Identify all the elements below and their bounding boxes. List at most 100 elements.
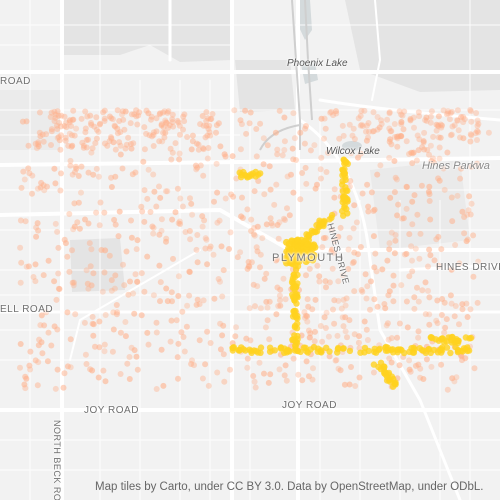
heat-dot [290, 336, 297, 343]
heat-dot [161, 108, 168, 115]
heat-dot [113, 302, 120, 308]
heat-dot [472, 130, 479, 137]
heat-dot [428, 158, 435, 165]
heat-dot [454, 117, 461, 124]
heat-dot [175, 375, 181, 382]
heat-dot [344, 210, 351, 217]
heat-dot [211, 295, 218, 302]
heat-dot [69, 171, 76, 178]
heat-dot [134, 237, 141, 244]
heat-dot [131, 347, 138, 354]
heat-dot [58, 123, 64, 130]
heat-dot [277, 302, 284, 309]
heat-dot [371, 348, 378, 356]
heat-dot [108, 135, 115, 142]
heat-dot [297, 196, 304, 203]
heat-dot [193, 301, 200, 308]
heat-dot [257, 251, 264, 258]
heat-dot [120, 116, 127, 123]
heat-dot [82, 108, 89, 115]
heat-dot [243, 130, 250, 137]
heat-dot [407, 116, 414, 122]
heat-dot [40, 272, 47, 279]
heat-dot [38, 179, 45, 186]
heat-dot [388, 359, 395, 366]
heat-dot [277, 297, 283, 304]
heat-dot [256, 359, 263, 366]
heat-dot [386, 125, 393, 132]
heat-dot [350, 225, 357, 232]
heat-dot [371, 264, 378, 271]
heat-dot [318, 154, 325, 161]
heat-dot [282, 296, 289, 303]
heat-dot [346, 234, 353, 241]
heat-dot [229, 153, 236, 160]
heat-dot [64, 253, 71, 260]
heat-dot [186, 269, 193, 275]
heat-dot [215, 276, 222, 282]
heat-dot [443, 316, 450, 323]
heat-dot [317, 323, 324, 329]
heat-dot [39, 350, 46, 357]
heat-dot [348, 364, 354, 370]
heat-dot [293, 325, 301, 332]
heat-dot [427, 142, 434, 149]
heat-dot [100, 367, 107, 374]
heat-dot [409, 160, 416, 167]
heat-dot [122, 319, 129, 325]
heat-dot [166, 122, 173, 129]
heat-dot [364, 283, 371, 290]
heat-dot [117, 329, 124, 336]
heat-dot [409, 198, 416, 205]
heat-dot [27, 366, 34, 373]
heat-dot [56, 286, 63, 292]
heat-dot [327, 109, 334, 116]
heat-dot [184, 302, 191, 309]
heat-dot [306, 373, 312, 380]
heat-dot [417, 230, 424, 237]
heat-dot [32, 140, 39, 147]
heat-dot [220, 351, 227, 358]
heat-dot [323, 284, 329, 291]
heat-dot [39, 131, 46, 138]
heat-dot [163, 119, 169, 126]
heat-dot [389, 383, 397, 390]
heat-dot [205, 382, 212, 389]
heat-dot [217, 320, 224, 327]
heat-dot [276, 292, 283, 299]
heat-dot [82, 216, 88, 223]
heat-dot [199, 223, 206, 230]
heat-dot [48, 109, 55, 116]
heat-dot [217, 278, 223, 285]
heat-dot [133, 107, 140, 114]
heat-dot [153, 203, 160, 210]
heat-dot [423, 356, 430, 363]
heat-dot [244, 265, 251, 272]
heat-dot [174, 117, 181, 124]
heat-dot [473, 110, 480, 116]
heat-dot [117, 129, 124, 136]
heat-dot [201, 217, 208, 224]
heat-dot [467, 306, 474, 313]
heat-dot [90, 171, 97, 178]
heat-dot [202, 235, 209, 242]
heat-dot [461, 230, 468, 237]
heat-dot [335, 297, 342, 304]
heat-dot [182, 229, 189, 235]
heat-dot [367, 278, 374, 285]
heat-dot [237, 146, 244, 153]
heat-dot [346, 121, 353, 128]
heat-dot [269, 222, 276, 229]
heat-dot [66, 130, 73, 137]
heat-dot [83, 137, 90, 143]
heat-dot [78, 189, 84, 196]
heat-dot [321, 314, 328, 321]
heat-dot [195, 146, 202, 153]
heat-dot [271, 201, 278, 208]
heat-dot [357, 122, 364, 129]
heat-dot [200, 297, 207, 304]
heat-dot [430, 346, 438, 354]
heat-dot [415, 361, 422, 368]
heat-dot [438, 361, 445, 368]
